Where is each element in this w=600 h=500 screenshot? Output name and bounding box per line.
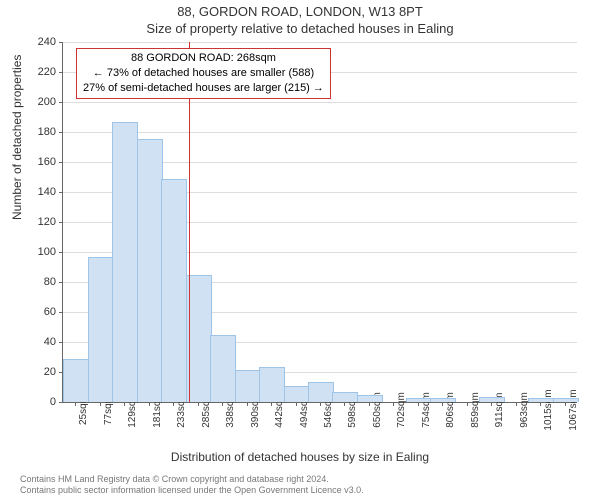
ytick-mark	[59, 132, 63, 133]
histogram-bar	[112, 122, 138, 402]
xtick-mark	[100, 402, 101, 406]
histogram-bar	[161, 179, 187, 402]
histogram-bar	[308, 382, 334, 403]
histogram-bar	[430, 398, 456, 402]
xtick-mark	[540, 402, 541, 406]
xtick-mark	[418, 402, 419, 406]
xtick-mark	[491, 402, 492, 406]
ytick-mark	[59, 162, 63, 163]
xtick-mark	[344, 402, 345, 406]
xtick-label: 1067sqm	[568, 389, 579, 430]
xtick-mark	[320, 402, 321, 406]
ytick-label: 80	[26, 276, 56, 288]
footer-line1: Contains HM Land Registry data © Crown c…	[20, 474, 364, 485]
xtick-mark	[271, 402, 272, 406]
chart-title-sub: Size of property relative to detached ho…	[0, 19, 600, 36]
xtick-mark	[516, 402, 517, 406]
ytick-label: 40	[26, 336, 56, 348]
ytick-mark	[59, 342, 63, 343]
ytick-label: 220	[26, 66, 56, 78]
histogram-bar	[284, 386, 310, 402]
chart-title-main: 88, GORDON ROAD, LONDON, W13 8PT	[0, 0, 600, 19]
ytick-label: 100	[26, 246, 56, 258]
histogram-bar	[210, 335, 236, 402]
xtick-mark	[369, 402, 370, 406]
ytick-label: 240	[26, 36, 56, 48]
ytick-label: 60	[26, 306, 56, 318]
ytick-label: 160	[26, 156, 56, 168]
xtick-mark	[124, 402, 125, 406]
ytick-mark	[59, 102, 63, 103]
xtick-label: 1015sqm	[543, 389, 554, 430]
x-axis-label: Distribution of detached houses by size …	[0, 450, 600, 464]
xtick-mark	[149, 402, 150, 406]
annotation-line1: 88 GORDON ROAD: 268sqm	[83, 51, 324, 66]
gridline	[63, 102, 577, 103]
xtick-mark	[565, 402, 566, 406]
gridline	[63, 132, 577, 133]
chart-container: 88, GORDON ROAD, LONDON, W13 8PT Size of…	[0, 0, 600, 500]
histogram-bar	[137, 139, 163, 403]
ytick-label: 180	[26, 126, 56, 138]
histogram-bar	[63, 359, 89, 402]
xtick-mark	[247, 402, 248, 406]
ytick-mark	[59, 42, 63, 43]
ytick-label: 120	[26, 216, 56, 228]
annotation-box: 88 GORDON ROAD: 268sqm ← 73% of detached…	[76, 48, 331, 99]
xtick-mark	[296, 402, 297, 406]
ytick-mark	[59, 402, 63, 403]
ytick-mark	[59, 222, 63, 223]
ytick-mark	[59, 312, 63, 313]
xtick-mark	[442, 402, 443, 406]
histogram-bar	[259, 367, 285, 403]
annotation-line2: ← 73% of detached houses are smaller (58…	[83, 66, 324, 81]
annotation-line3: 27% of semi-detached houses are larger (…	[83, 81, 324, 96]
xtick-mark	[222, 402, 223, 406]
footer-line2: Contains public sector information licen…	[20, 485, 364, 496]
ytick-mark	[59, 282, 63, 283]
histogram-bar	[88, 257, 114, 402]
xtick-mark	[173, 402, 174, 406]
xtick-mark	[393, 402, 394, 406]
ytick-mark	[59, 192, 63, 193]
histogram-bar	[332, 392, 358, 402]
ytick-mark	[59, 252, 63, 253]
histogram-bar	[235, 370, 261, 403]
ytick-label: 200	[26, 96, 56, 108]
gridline	[63, 42, 577, 43]
xtick-mark	[75, 402, 76, 406]
histogram-bar	[406, 398, 432, 402]
footer-credits: Contains HM Land Registry data © Crown c…	[20, 474, 364, 496]
ytick-mark	[59, 72, 63, 73]
xtick-mark	[467, 402, 468, 406]
ytick-label: 0	[26, 396, 56, 408]
histogram-bar	[553, 398, 579, 402]
histogram-bar	[479, 397, 505, 403]
histogram-bar	[357, 395, 383, 402]
xtick-mark	[198, 402, 199, 406]
y-axis-label: Number of detached properties	[10, 55, 24, 220]
ytick-label: 20	[26, 366, 56, 378]
ytick-label: 140	[26, 186, 56, 198]
histogram-bar	[528, 398, 554, 402]
